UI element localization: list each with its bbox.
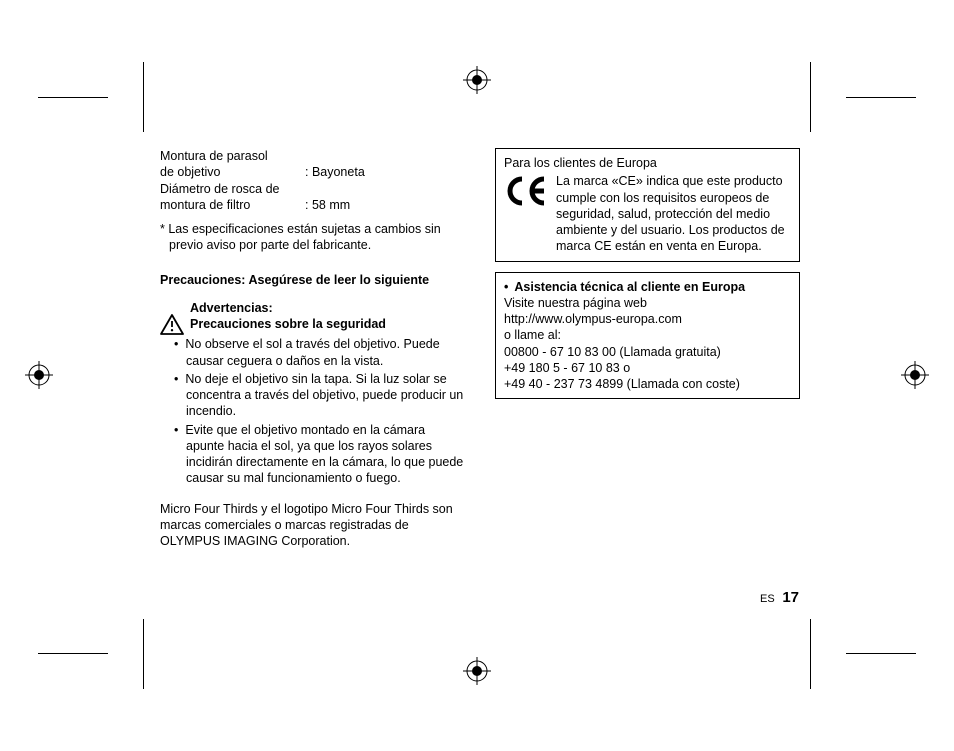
ce-mark-icon [504, 175, 548, 207]
warning-bullet: No observe el sol a través del objetivo.… [186, 336, 465, 369]
support-url: http://www.olympus-europa.com [504, 311, 791, 327]
page-content: Montura de parasol de objetivo : Bayonet… [160, 148, 800, 549]
support-phone: 00800 - 67 10 83 00 (Llamada gratuita) [504, 344, 791, 360]
registration-mark [463, 657, 491, 685]
europe-intro: Para los clientes de Europa [504, 155, 791, 171]
precautions-heading: Precauciones: Asegúrese de leer lo sigui… [160, 272, 465, 288]
right-column: Para los clientes de Europa La marca «CE… [495, 148, 800, 549]
page-number: 17 [782, 589, 799, 606]
spec-label: Diámetro de rosca de [160, 181, 465, 197]
spec-label: de objetivo [160, 164, 305, 180]
registration-mark [25, 361, 53, 389]
spec-hood-mount: Montura de parasol de objetivo : Bayonet… [160, 148, 465, 181]
left-column: Montura de parasol de objetivo : Bayonet… [160, 148, 465, 549]
page-language: ES [760, 593, 775, 605]
page-footer: ES 17 [760, 589, 799, 606]
support-phone: +49 40 - 237 73 4899 (Llamada con coste) [504, 376, 791, 392]
support-title: Asistencia técnica al cliente en Europa [504, 279, 791, 295]
support-line: Visite nuestra página web [504, 295, 791, 311]
spec-change-note: * Las especificaciones están sujetas a c… [160, 221, 465, 254]
europe-customers-box: Para los clientes de Europa La marca «CE… [495, 148, 800, 262]
spec-label: montura de filtro [160, 197, 305, 213]
spec-value: : Bayoneta [305, 164, 365, 180]
trademark-notice: Micro Four Thirds y el logotipo Micro Fo… [160, 501, 465, 550]
spec-value: : 58 mm [305, 197, 350, 213]
warning-triangle-icon [160, 314, 184, 335]
warning-bullet: No deje el objetivo sin la tapa. Si la l… [186, 371, 465, 420]
warning-bullet: Evite que el objetivo montado en la cáma… [186, 422, 465, 487]
ce-mark-text: La marca «CE» indica que este producto c… [556, 173, 791, 254]
warnings-title: Advertencias: [190, 300, 465, 316]
spec-label: Montura de parasol [160, 148, 465, 164]
spec-filter-thread: Diámetro de rosca de montura de filtro :… [160, 181, 465, 214]
tech-support-box: Asistencia técnica al cliente en Europa … [495, 272, 800, 400]
registration-mark [901, 361, 929, 389]
support-line: o llame al: [504, 327, 791, 343]
warning-bullet-list: No observe el sol a través del objetivo.… [160, 336, 465, 486]
registration-mark [463, 66, 491, 94]
warnings-subtitle: Precauciones sobre la seguridad [190, 316, 465, 332]
warnings-block: Advertencias: Precauciones sobre la segu… [160, 300, 465, 333]
support-phone: +49 180 5 - 67 10 83 o [504, 360, 791, 376]
